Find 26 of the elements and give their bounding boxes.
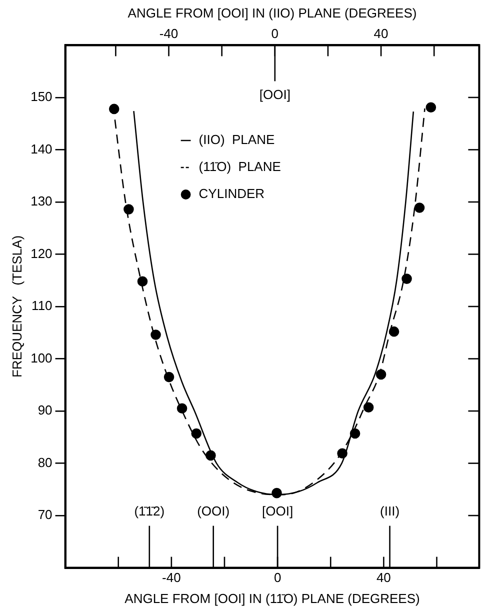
y-tick-label: 120 <box>30 246 52 261</box>
legend-label: (IIO) PLANE <box>198 132 275 148</box>
ref-line-label: (OOI) <box>197 503 230 518</box>
ref-line-label: (III) <box>380 503 400 518</box>
y-tick-label: 70 <box>38 507 52 522</box>
ref-line-label: (1̄1̄2) <box>134 503 165 518</box>
y-tick-label: 90 <box>38 402 52 418</box>
x2-axis-title: ANGLE FROM [OOI] IN (IIO) PLANE (DEGREES) <box>128 5 417 20</box>
x-tick-label: 40 <box>376 570 391 586</box>
x-tick-label: -40 <box>162 570 181 586</box>
legend-label: (11̄O) PLANE <box>198 159 282 174</box>
y-tick-label: 130 <box>30 194 52 209</box>
x-tick-label: 0 <box>274 570 282 586</box>
x-axis-title: ANGLE FROM [OOI] IN (11̄O) PLANE (DEGREES) <box>124 590 420 606</box>
x2-tick-label: -40 <box>159 26 178 41</box>
ref-line-label: [OOI] <box>259 86 290 102</box>
y-axis-title: FREQUENCY (TESLA) <box>9 235 24 378</box>
x2-tick-label: 0 <box>271 26 279 41</box>
y-tick-label: 110 <box>32 298 52 314</box>
y-tick-label: 80 <box>38 454 52 470</box>
x2-tick-label: 40 <box>374 26 388 41</box>
y-tick-label: 100 <box>30 350 52 366</box>
legend-label: CYLINDER <box>198 186 265 202</box>
y-tick-label: 140 <box>30 141 52 156</box>
y-tick-label: 150 <box>30 89 52 104</box>
ref-line-label: [OOI] <box>262 503 294 518</box>
